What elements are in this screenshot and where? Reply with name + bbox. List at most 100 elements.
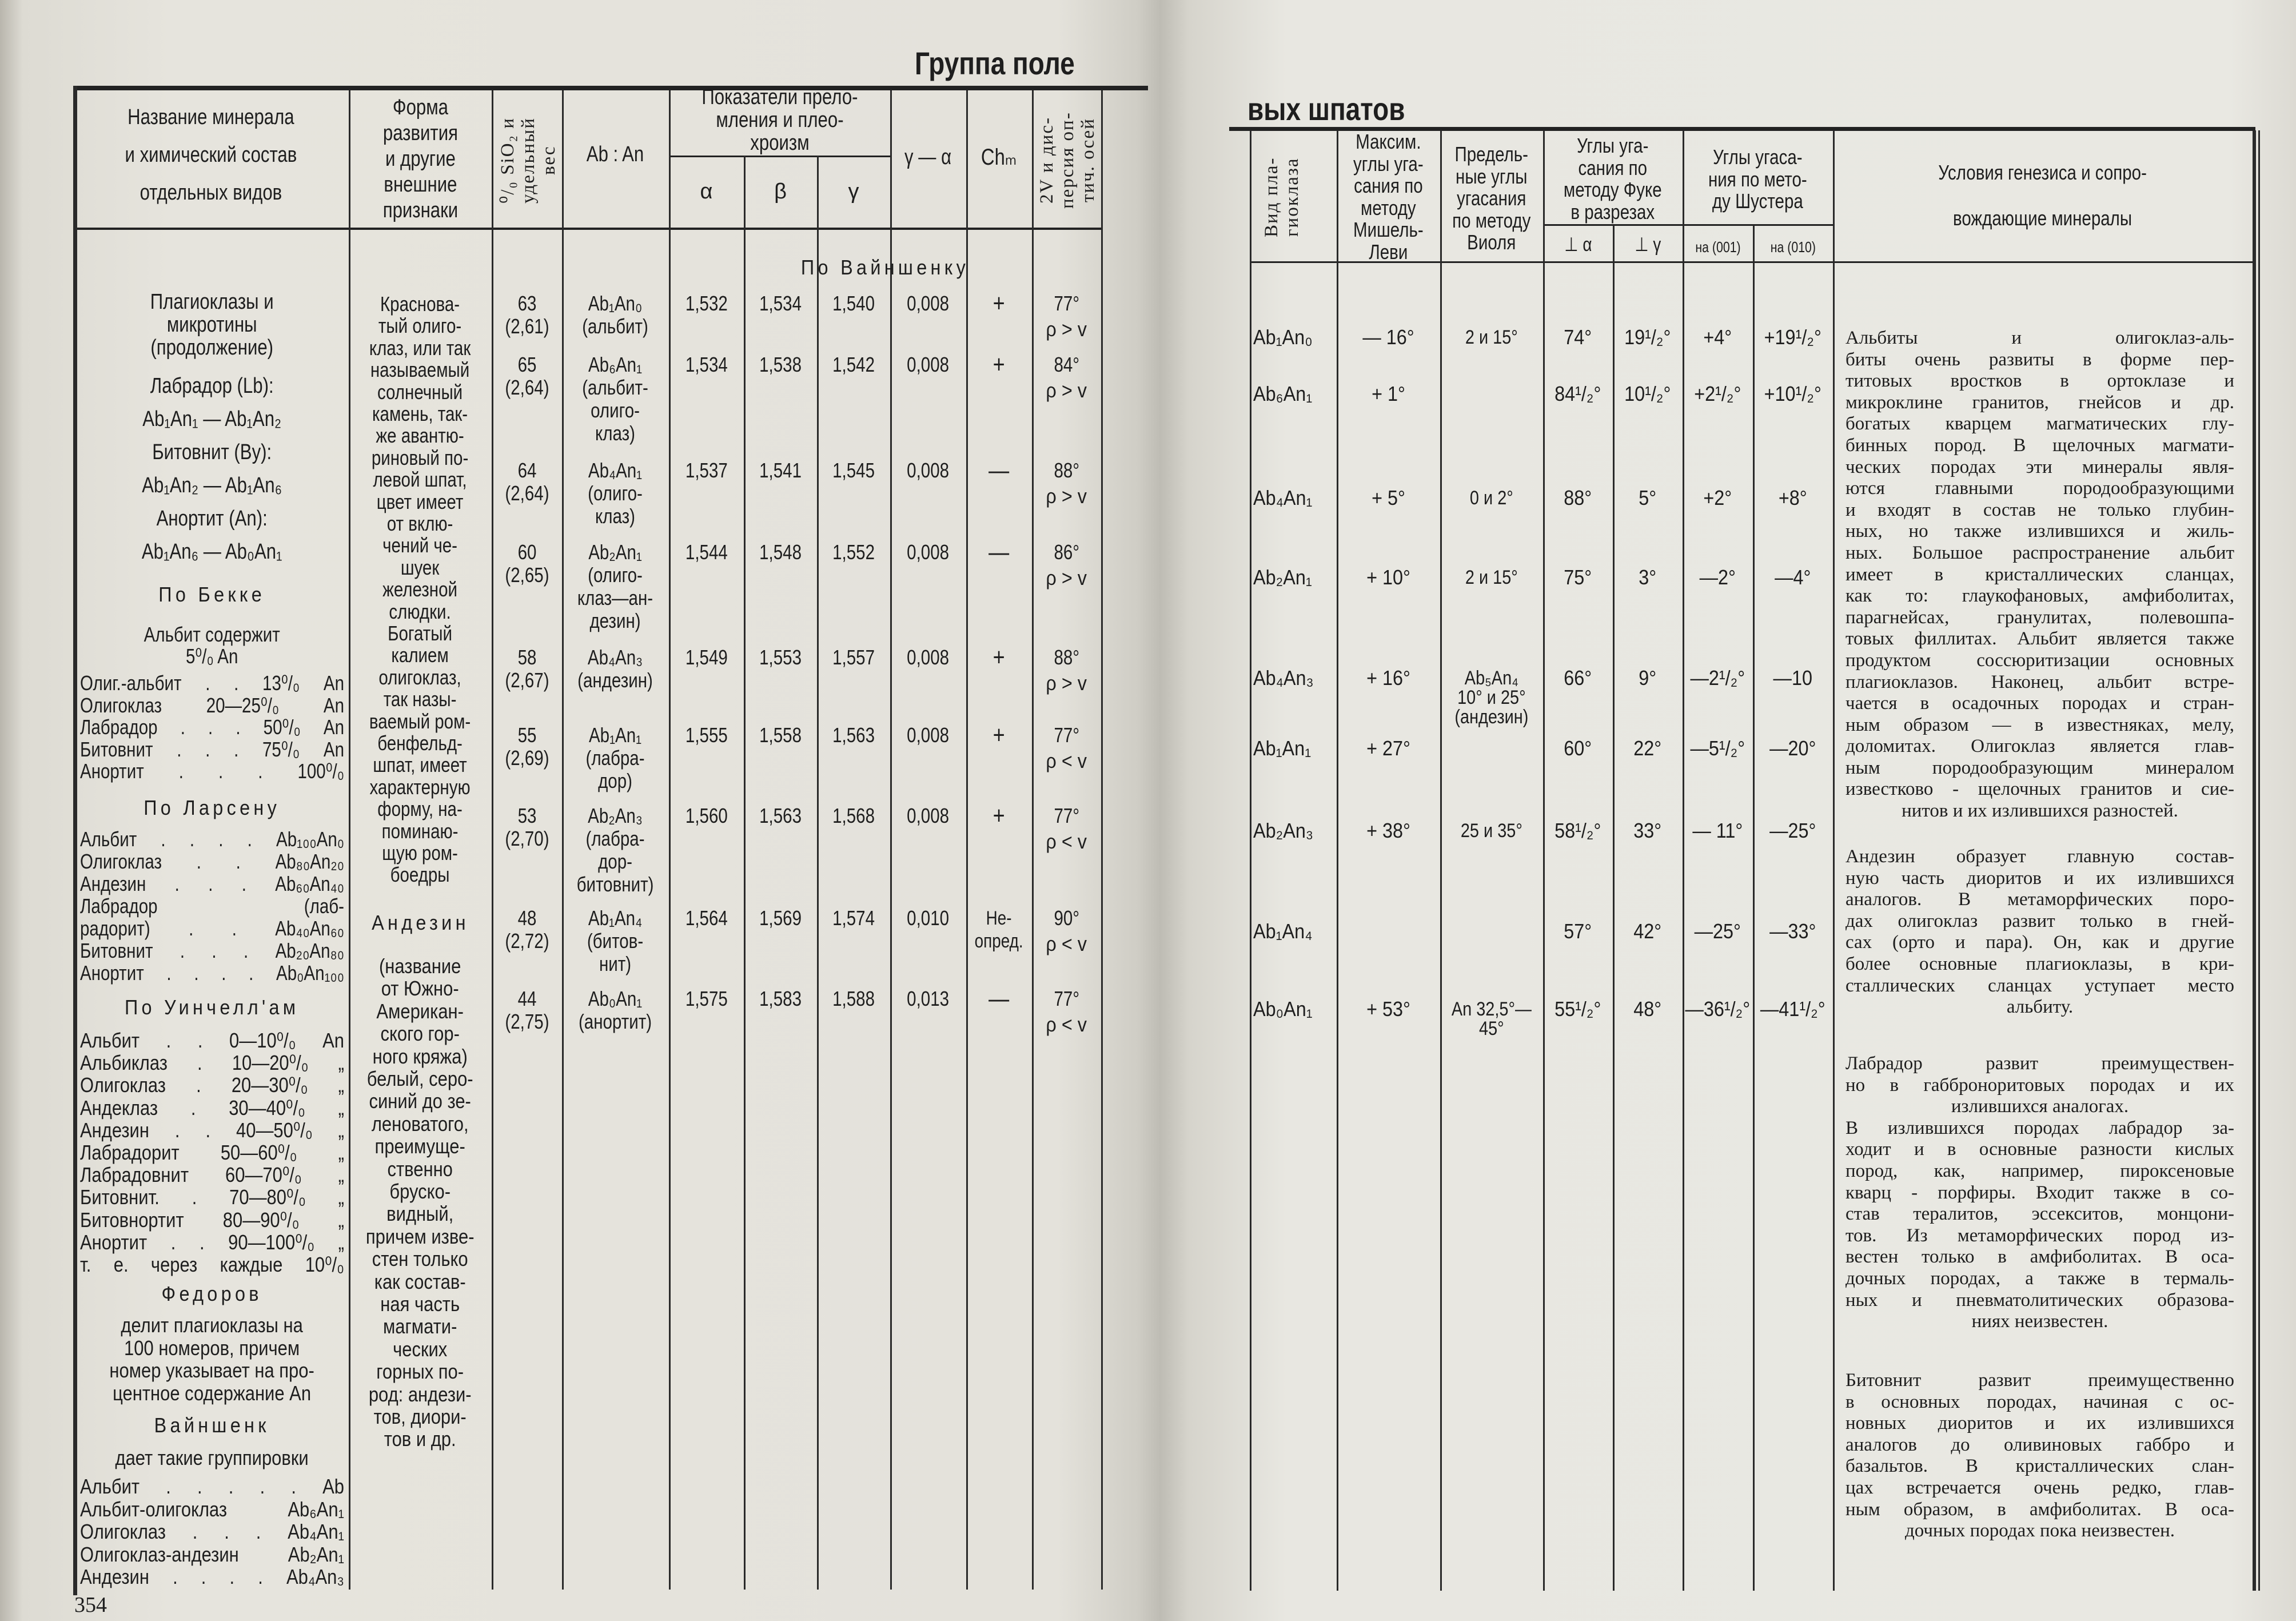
specific-gravity: (2,75) <box>504 1010 549 1033</box>
dispersion: ρ < v <box>1046 932 1087 955</box>
optic-sign: опред. <box>974 930 1023 952</box>
name-variety: Ab₁An₁ — Ab₁An₂ <box>142 407 282 431</box>
header-form: признаки <box>382 198 458 222</box>
section-label-weinschenk: По Вайншенку <box>800 256 970 279</box>
schuster-on-001: —2° <box>1699 565 1736 589</box>
dispersion: ρ > v <box>1046 484 1087 508</box>
form-text: ческих <box>393 1337 448 1361</box>
table-right-double-border <box>2258 130 2260 1591</box>
paragraph-line: продуктом соссюритизации основных <box>1845 650 2234 671</box>
header-name: Название минерала <box>127 105 294 129</box>
ab-an-note: клаз—ан- <box>577 586 653 610</box>
dispersion: ρ < v <box>1046 1013 1087 1036</box>
index-alpha: 1,549 <box>685 646 728 669</box>
page-number: 354 <box>74 1593 107 1617</box>
paragraph-line: Битовнит развит преимущественно <box>1845 1370 2234 1391</box>
header-ab-an: Ab : An <box>587 142 644 166</box>
form-text: боедры <box>390 863 450 887</box>
index-gamma: 1,542 <box>832 353 875 376</box>
sio2-value: 65 <box>517 353 536 376</box>
genesis-paragraph: Битовнит развит преимущественно в основны… <box>1845 1370 2234 1542</box>
form-text: характерную <box>369 775 471 799</box>
header-form: и другие <box>385 147 456 171</box>
schuster-on-001: —36¹/₂° <box>1685 997 1751 1021</box>
viola-angle: An 32,5°— <box>1451 998 1532 1020</box>
winchell-list-item: Битовнортит 80—90⁰/₀ „ <box>80 1208 344 1232</box>
larsen-list-item: Битовнит . . . Ab₂₀An₈₀ <box>80 939 344 962</box>
schuster-on-010: —20° <box>1769 736 1816 760</box>
name-variety: Битовнит (By): <box>152 440 272 464</box>
form-text: цвет имеет <box>377 489 464 513</box>
column-divider <box>817 156 819 1590</box>
form-text: ная часть <box>380 1292 460 1316</box>
plagioclase-kind: Ab₁An₄ <box>1253 919 1313 943</box>
sio2-value: 48 <box>517 906 536 930</box>
paragraph-line: тов. Из метаморфических пород из- <box>1845 1225 2234 1246</box>
index-gamma: 1,552 <box>832 540 875 564</box>
table-top-rule <box>73 86 1148 90</box>
form-text: щую ром- <box>382 841 459 865</box>
viola-angle: 2 и 15° <box>1465 567 1518 588</box>
paragraph-line: Андезин образует главную состав- <box>1845 846 2234 867</box>
column-divider <box>744 156 746 1590</box>
genesis-paragraph: Альбиты и олигоклаз-аль-биты очень разви… <box>1845 328 2234 822</box>
column-divider <box>1543 130 1545 1591</box>
ab-an-note: (битов- <box>587 929 644 953</box>
fedorov-text: номер указывает на про- <box>109 1359 315 1382</box>
header-name: и химический состав <box>125 143 297 167</box>
schuster-on-010: —4° <box>1775 565 1811 589</box>
form-text: как состав- <box>374 1269 466 1293</box>
schuster-on-010: +8° <box>1779 486 1807 509</box>
index-beta: 1,558 <box>759 723 802 747</box>
header-fouque: сания по <box>1578 156 1648 180</box>
fouque-perp-alpha: 58¹/₂° <box>1554 819 1601 842</box>
schuster-on-001: —2¹/₂° <box>1690 666 1745 690</box>
index-gamma: 1,557 <box>832 646 875 669</box>
column-divider <box>1440 130 1442 1591</box>
fedorov-text: делит плагиоклазы на <box>121 1313 304 1337</box>
form-text: калием <box>391 643 449 667</box>
genesis-paragraph: Андезин образует главную состав-ную част… <box>1845 846 2234 1018</box>
paragraph-line: как то: глаукофановых, амфиболитах, <box>1845 586 2234 607</box>
michel-levy-angle: + 5° <box>1372 486 1405 509</box>
fedorov-text: 100 номеров, причем <box>124 1336 300 1360</box>
plagioclase-kind: Ab₄An₃ <box>1253 666 1314 690</box>
form-text: ного кряжа) <box>372 1044 468 1068</box>
form-text: магмати- <box>383 1315 457 1339</box>
index-gamma: 1,545 <box>832 459 875 482</box>
dispersion: ρ > v <box>1046 379 1087 402</box>
header-conditions: Условия генезиса и сопро- <box>1938 161 2147 184</box>
index-beta: 1,538 <box>759 353 802 376</box>
header-perp-alpha: ⊥ α <box>1564 234 1592 256</box>
name-intro: Плагиоклазы и <box>150 290 274 314</box>
michel-levy-angle: + 27° <box>1366 736 1410 760</box>
ab-an-note: (анортит) <box>579 1010 652 1033</box>
michel-levy-angle: + 1° <box>1372 382 1405 405</box>
specific-gravity: (2,72) <box>504 929 549 953</box>
optic-angle-2v: 88° <box>1054 646 1079 669</box>
becke-list-item: Лабрадор . . . 50⁰/₀ An <box>80 715 344 739</box>
header-fouque: Углы уга- <box>1577 134 1649 157</box>
birefringence: 0,008 <box>907 723 950 747</box>
paragraph-line: ниях неизвестен. <box>1971 1311 2108 1332</box>
paragraph-line: ходит и в основные разности кислых <box>1845 1139 2234 1160</box>
paragraph-line: имеет в кристаллических сланцах, <box>1845 564 2234 585</box>
form-text: шпат, имеет <box>373 753 468 777</box>
header-michel-levy: сания по <box>1354 174 1423 197</box>
fouque-perp-gamma: 9° <box>1639 666 1657 690</box>
winchell-list-item: Олигоклаз . 20—30⁰/₀ „ <box>80 1073 344 1097</box>
index-alpha: 1,555 <box>685 723 728 747</box>
ab-an-ratio: Ab₀An₁ <box>588 987 643 1010</box>
ab-an-note: нит) <box>599 952 632 975</box>
name-intro: (продолжение) <box>150 336 274 360</box>
paragraph-line: парагнейсах, гранулитах, полевошпа- <box>1845 607 2234 628</box>
plagioclase-kind: Ab₄An₁ <box>1253 486 1313 509</box>
form-text: называемый <box>370 358 470 382</box>
ab-an-ratio: Ab₁An₄ <box>588 906 643 930</box>
larsen-list-item: Альбит . . . . Ab₁₀₀An₀ <box>80 827 344 851</box>
schuster-on-010: —25° <box>1769 819 1816 842</box>
dispersion: ρ < v <box>1046 749 1087 772</box>
form-text: ственно <box>387 1157 453 1181</box>
header-refraction: хроизм <box>750 131 810 155</box>
form-text: тов, диори- <box>373 1405 467 1428</box>
